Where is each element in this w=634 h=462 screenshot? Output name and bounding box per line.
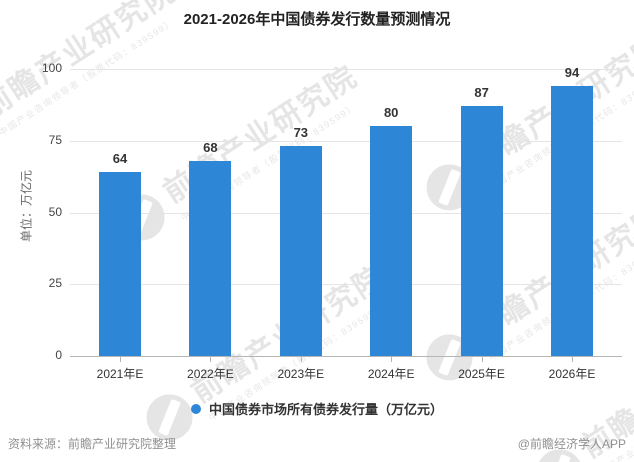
bar-value-label: 94 <box>564 65 580 81</box>
gridline <box>70 140 622 142</box>
gridline <box>70 284 622 286</box>
y-tick-label: 0 <box>55 348 62 362</box>
x-axis-label: 2022年E <box>187 367 234 381</box>
x-tick <box>210 357 212 362</box>
bar-value-label: 73 <box>293 125 309 141</box>
bar <box>370 126 413 356</box>
bar-value-label: 87 <box>474 85 489 101</box>
y-tick-label: 25 <box>48 276 62 291</box>
x-axis-label: 2021年E <box>96 367 144 381</box>
x-tick <box>300 357 302 362</box>
chart-title: 2021-2026年中国债券发行数量预测情况 <box>183 11 451 28</box>
x-axis-label: 2023年E <box>277 367 325 381</box>
x-axis-line <box>70 356 622 357</box>
y-tick-label: 75 <box>48 132 62 147</box>
bar <box>99 172 141 356</box>
bar <box>279 146 322 356</box>
footer: 资料来源：前瞻产业研究院整理 @前瞻经济学人APP <box>8 435 626 452</box>
legend-marker-icon <box>190 403 201 414</box>
x-tick <box>572 357 573 362</box>
x-axis-label: 2026年E <box>548 367 596 381</box>
x-axis-label: 2024年E <box>367 367 415 381</box>
bar <box>460 106 503 356</box>
gridline <box>70 212 622 214</box>
credit-text: @前瞻经济学人APP <box>517 437 626 451</box>
bar <box>551 86 593 356</box>
x-tick <box>391 357 393 362</box>
x-tick <box>120 357 121 362</box>
x-tick <box>481 357 483 362</box>
gridline <box>70 69 622 70</box>
bar-value-label: 64 <box>112 151 128 167</box>
x-axis-label: 2025年E <box>458 367 505 381</box>
source-text: 资料来源：前瞻产业研究院整理 <box>8 437 177 451</box>
legend-label: 中国债券市场所有债券发行量（万亿元） <box>208 402 443 417</box>
legend: 中国债券市场所有债券发行量（万亿元） <box>0 399 634 418</box>
y-tick-label: 100 <box>41 61 62 75</box>
bar-value-label: 68 <box>203 139 218 155</box>
bar-value-label: 80 <box>383 105 399 121</box>
bar <box>189 160 232 356</box>
y-tick-label: 50 <box>48 204 62 219</box>
